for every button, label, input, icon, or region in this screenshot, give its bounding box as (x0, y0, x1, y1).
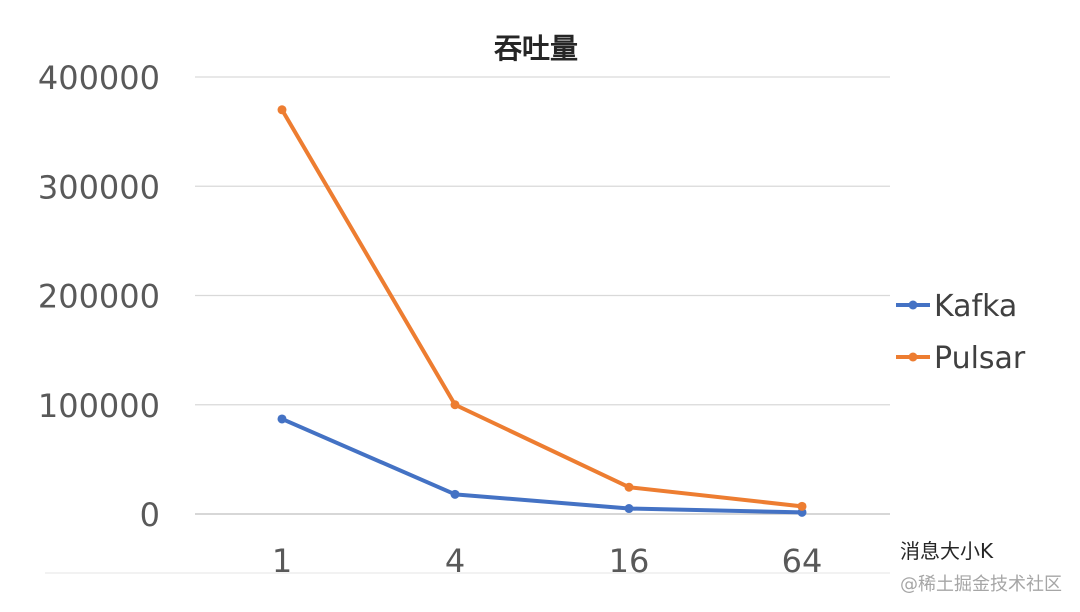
x-tick-label: 1 (272, 542, 292, 580)
pulsar-series-line (280, 107, 804, 509)
legend: Kafka Pulsar (896, 289, 1026, 376)
watermark-text: @稀土掘金技术社区 (900, 574, 1062, 595)
kafka-point (277, 414, 287, 424)
y-tick-label: 100000 (38, 387, 160, 425)
x-axis-label: 消息大小K (900, 539, 994, 563)
x-tick-label: 64 (782, 542, 823, 580)
pulsar-legend-marker (908, 352, 918, 362)
pulsar-point (624, 482, 634, 492)
kafka-series-line (280, 416, 804, 515)
kafka-point (450, 489, 460, 499)
x-tick-label: 4 (445, 542, 465, 580)
series-layer (277, 105, 807, 517)
y-tick-label: 300000 (38, 168, 160, 206)
pulsar-point (277, 105, 287, 115)
x-tick-label: 16 (609, 542, 650, 580)
kafka-point (624, 504, 634, 514)
y-tick-labels: 0 100000 200000 300000 400000 (38, 59, 160, 534)
y-tick-label: 400000 (38, 59, 160, 97)
pulsar-point (797, 501, 807, 511)
y-tick-label: 0 (140, 496, 160, 534)
chart-title: 吞吐量 (494, 32, 578, 65)
x-tick-labels: 1 4 16 64 (272, 542, 823, 580)
kafka-legend-marker (908, 300, 918, 310)
pulsar-point (450, 400, 460, 410)
grid (45, 76, 890, 574)
y-tick-label: 200000 (38, 278, 160, 316)
kafka-legend-label: Kafka (934, 289, 1017, 324)
pulsar-legend-label: Pulsar (934, 341, 1026, 376)
